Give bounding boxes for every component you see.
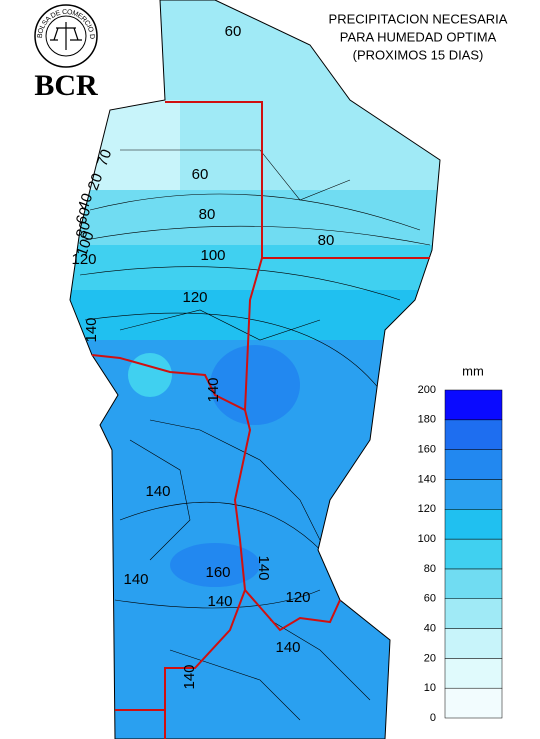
contour-labels: 6070204060801001206080100120801401401401… (71, 23, 334, 690)
contour-label: 60 (73, 205, 95, 226)
contour-label: 140 (205, 377, 222, 402)
contour-label: 140 (83, 317, 100, 342)
logo-text: BOLSA DE COMERCIO DE ROSARIO (0, 0, 95, 39)
legend-tick-label: 180 (418, 414, 436, 426)
legend-tick-label: 0 (430, 712, 436, 724)
legend-tick-label: 120 (418, 503, 436, 515)
title-line: PARA HUMEDAD OPTIMA (340, 29, 497, 44)
contour-label: 80 (318, 232, 335, 249)
legend-tick-label: 200 (418, 384, 436, 396)
contour-label: 70 (94, 147, 116, 168)
contour-label: 80 (199, 206, 216, 223)
legend-swatch (444, 538, 503, 570)
contour-label: 140 (207, 593, 232, 610)
legend-swatch (444, 419, 503, 450)
legend-swatch (444, 658, 503, 689)
title-line: (PROXIMOS 15 DIAS) (353, 47, 484, 62)
legend-tick-label: 160 (418, 444, 436, 456)
legend-swatch (444, 479, 503, 510)
legend-tick-label: 100 (418, 533, 436, 545)
title-line: PRECIPITACION NECESARIA (329, 11, 508, 26)
contour-label: 120 (71, 251, 96, 268)
province-borders (91, 101, 430, 739)
contour-label: 40 (75, 191, 97, 212)
legend-tick-label: 140 (418, 473, 436, 485)
logo: BOLSA DE COMERCIO DE ROSARIO (0, 0, 98, 68)
contour-label: 160 (205, 564, 230, 581)
legend-swatch (444, 628, 503, 659)
legend-tick-label: 80 (424, 563, 436, 575)
contour-label: 60 (225, 23, 242, 40)
legend-unit: mm (462, 363, 484, 378)
legend-swatch (444, 598, 503, 629)
contour-label: 80 (73, 219, 95, 240)
legend-tick-label: 20 (424, 652, 436, 664)
contour-label: 140 (275, 639, 300, 656)
legend-swatch (444, 509, 503, 540)
contour-label: 140 (145, 483, 170, 500)
contour-label: 120 (285, 589, 310, 606)
legend-swatch (444, 449, 503, 480)
brand: BCR (34, 69, 98, 102)
legend-swatch (444, 389, 503, 421)
contour-label: 100 (200, 247, 225, 264)
legend-tick-label: 60 (424, 593, 436, 605)
contour-label: 120 (182, 289, 207, 306)
contour-label: 60 (192, 166, 209, 183)
contour-label: 140 (123, 571, 148, 588)
contour-label: 140 (255, 555, 272, 580)
contour-label: 140 (181, 664, 198, 689)
legend: 0 10 20 40 60 80 100 120 140 160 180 200 (418, 384, 503, 724)
legend-swatch (444, 568, 503, 599)
contour-label: 20 (85, 171, 107, 192)
legend-tick-label: 40 (424, 622, 436, 634)
logo-text-path: BOLSA DE COMERCIO DE ROSARIO (0, 0, 95, 39)
legend-swatch (444, 687, 503, 719)
legend-tick-label: 10 (424, 682, 436, 694)
